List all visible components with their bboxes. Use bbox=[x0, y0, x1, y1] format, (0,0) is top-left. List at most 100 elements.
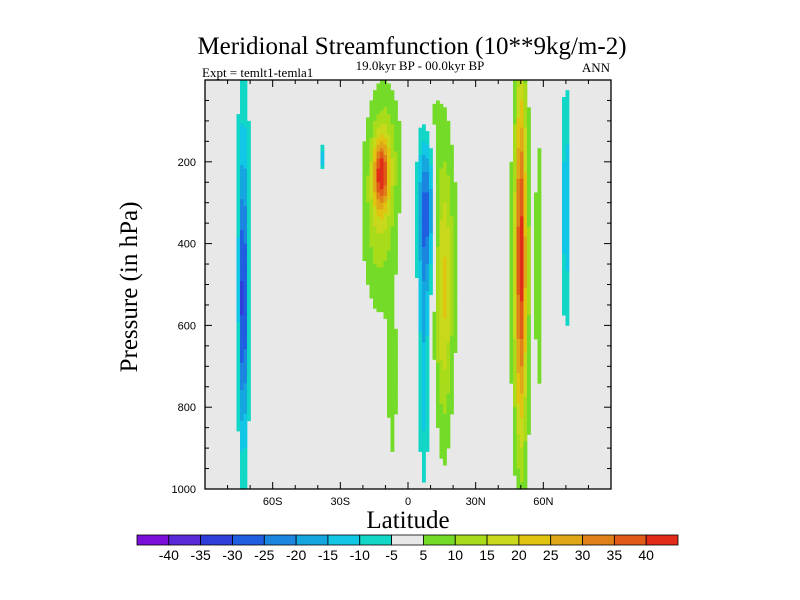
contour-cell bbox=[380, 240, 384, 244]
contour-cell bbox=[236, 206, 241, 210]
contour-cell bbox=[443, 195, 447, 200]
contour-cell bbox=[446, 427, 451, 432]
contour-cell bbox=[520, 451, 524, 456]
contour-cell bbox=[439, 107, 444, 112]
contour-cell bbox=[362, 151, 367, 156]
contour-cell bbox=[439, 441, 444, 446]
contour-cell bbox=[373, 110, 377, 115]
contour-cell bbox=[425, 437, 430, 442]
contour-cell bbox=[523, 110, 528, 115]
contour-cell bbox=[527, 304, 531, 309]
contour-cell bbox=[443, 175, 447, 180]
contour-cell bbox=[394, 165, 398, 169]
contour-cell bbox=[565, 189, 570, 193]
contour-cell bbox=[376, 267, 381, 272]
contour-cell bbox=[534, 298, 538, 302]
contour-cell bbox=[243, 226, 248, 231]
contour-cell bbox=[418, 424, 423, 428]
contour-cell bbox=[240, 284, 244, 289]
contour-cell bbox=[422, 277, 426, 282]
contour-cell bbox=[383, 202, 388, 207]
contour-cell bbox=[394, 342, 398, 347]
contour-cell bbox=[513, 165, 517, 169]
contour-cell bbox=[390, 202, 395, 207]
contour-cell bbox=[422, 434, 426, 439]
contour-cell bbox=[240, 417, 244, 422]
contour-cell bbox=[387, 325, 391, 330]
contour-cell bbox=[366, 144, 370, 149]
contour-cell bbox=[425, 168, 430, 173]
contour-cell bbox=[513, 90, 517, 94]
contour-cell bbox=[373, 120, 377, 125]
contour-cell bbox=[537, 373, 542, 377]
contour-cell bbox=[436, 284, 440, 289]
contour-cell bbox=[390, 274, 395, 279]
contour-cell bbox=[520, 458, 524, 463]
contour-cell bbox=[562, 308, 566, 313]
contour-cell bbox=[446, 151, 451, 156]
contour-cell bbox=[520, 366, 524, 371]
contour-cell bbox=[394, 400, 398, 405]
contour-cell bbox=[236, 192, 241, 197]
contour-cell bbox=[394, 175, 398, 180]
contour-cell bbox=[387, 400, 391, 405]
contour-cell bbox=[366, 158, 370, 163]
contour-cell bbox=[425, 216, 430, 221]
contour-cell bbox=[390, 148, 395, 152]
contour-cell bbox=[436, 291, 440, 296]
contour-cell bbox=[247, 267, 251, 272]
contour-cell bbox=[390, 253, 395, 258]
contour-cell bbox=[418, 339, 423, 343]
contour-cell bbox=[425, 192, 430, 197]
contour-cell bbox=[383, 127, 388, 132]
contour-cell bbox=[243, 117, 248, 122]
contour-cell bbox=[537, 308, 542, 313]
contour-cell bbox=[380, 144, 384, 149]
contour-cell bbox=[425, 417, 430, 422]
contour-cell bbox=[243, 321, 248, 326]
contour-cell bbox=[390, 315, 395, 319]
contour-cell bbox=[439, 407, 444, 411]
contour-cell bbox=[520, 141, 524, 146]
contour-cell bbox=[394, 386, 398, 391]
contour-cell bbox=[537, 311, 542, 316]
contour-cell bbox=[516, 137, 521, 142]
contour-cell bbox=[397, 206, 402, 210]
contour-cell bbox=[446, 209, 451, 214]
contour-cell bbox=[436, 318, 440, 323]
contour-cell bbox=[376, 144, 381, 149]
contour-cell bbox=[565, 253, 570, 258]
contour-cell bbox=[443, 318, 447, 323]
contour-cell bbox=[383, 86, 388, 91]
contour-cell bbox=[383, 189, 388, 193]
contour-cell bbox=[387, 373, 391, 377]
contour-cell bbox=[436, 417, 440, 422]
contour-cell bbox=[418, 267, 423, 272]
contour-cell bbox=[320, 148, 325, 152]
contour-cell bbox=[443, 451, 447, 456]
contour-cell bbox=[523, 362, 528, 367]
contour-cell bbox=[453, 253, 458, 258]
contour-cell bbox=[565, 199, 570, 204]
contour-cell bbox=[236, 185, 241, 190]
contour-cell bbox=[436, 383, 440, 388]
contour-cell bbox=[520, 161, 524, 166]
contour-cell bbox=[418, 291, 423, 296]
contour-cell bbox=[247, 335, 251, 340]
x-tick-label: 0 bbox=[405, 496, 411, 508]
contour-cell bbox=[565, 114, 570, 118]
contour-cell bbox=[446, 308, 451, 313]
contour-cell bbox=[387, 352, 391, 357]
contour-cell bbox=[565, 100, 570, 105]
contour-cell bbox=[390, 161, 395, 166]
contour-cell bbox=[425, 134, 430, 139]
contour-cell bbox=[432, 352, 437, 357]
contour-cell bbox=[362, 141, 367, 146]
contour-cell bbox=[422, 356, 426, 360]
contour-cell bbox=[523, 417, 528, 422]
contour-cell bbox=[523, 141, 528, 146]
contour-cell bbox=[453, 195, 458, 200]
contour-cell bbox=[243, 124, 248, 129]
contour-cell bbox=[394, 383, 398, 388]
contour-cell bbox=[523, 83, 528, 88]
